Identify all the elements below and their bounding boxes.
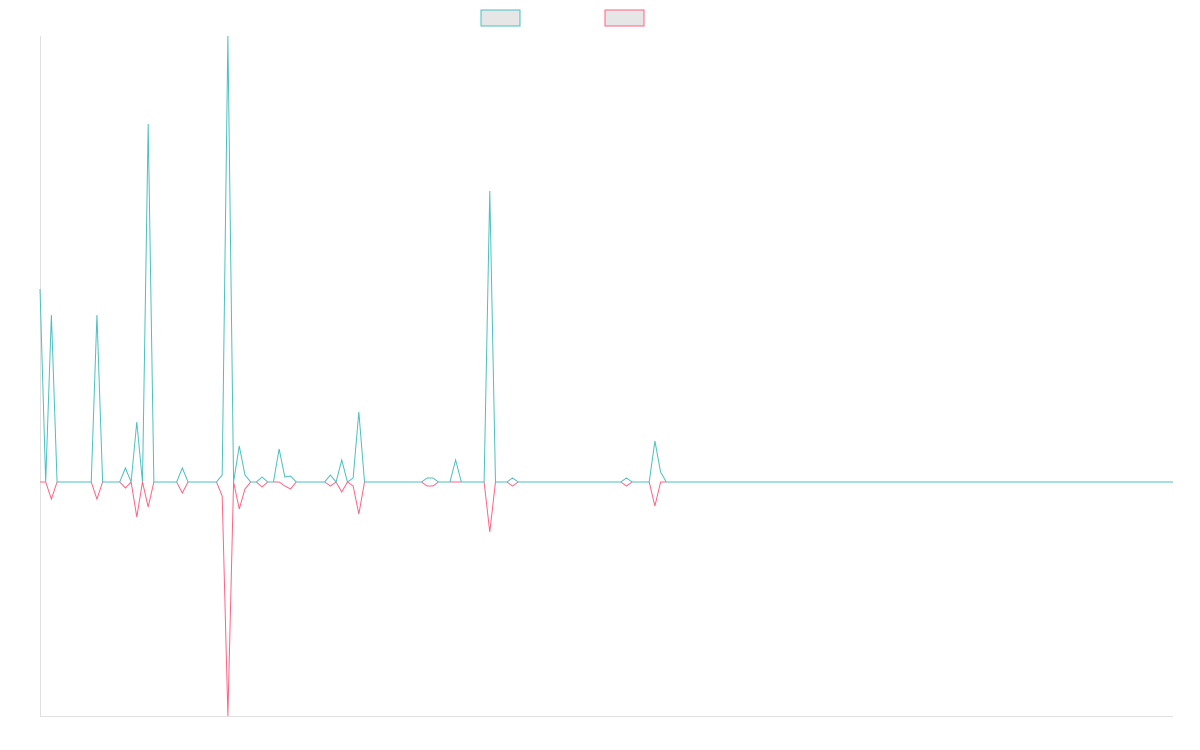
series-line: [39, 35, 1173, 484]
legend-swatch: [480, 9, 521, 27]
legend-swatch: [604, 9, 645, 27]
series-line: [40, 480, 1173, 717]
